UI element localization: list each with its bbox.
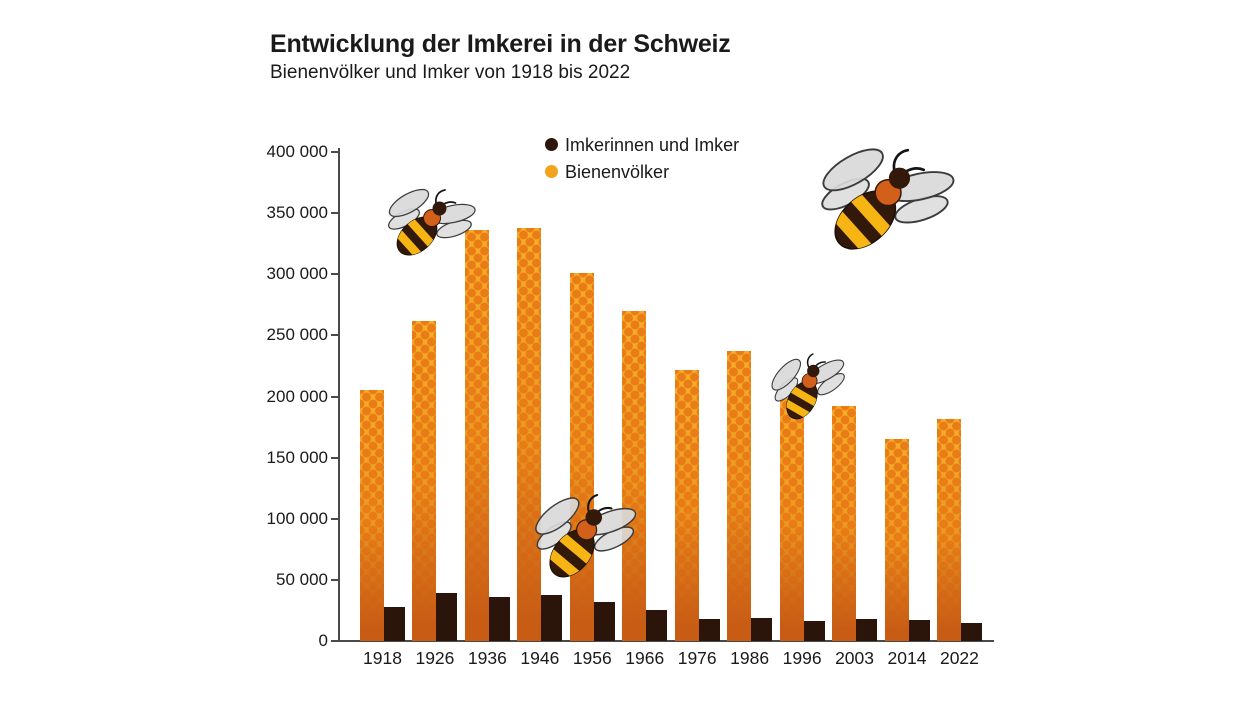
bar-group [727,351,773,641]
bar-imker [384,607,405,641]
x-axis-tick-label: 1936 [467,648,507,668]
bar-group [569,273,615,641]
bar-imker [751,618,773,641]
y-axis-tick [331,395,339,398]
bar-bienenvoelker [464,230,489,641]
x-axis-tick-label: 1926 [415,648,455,668]
x-axis-tick-label: 1966 [625,648,665,668]
bar-bienenvoelker [569,273,594,641]
bar-imker [908,620,930,641]
y-axis [338,148,340,642]
legend-item-bienenvoelker: Bienenvölker [545,158,739,185]
x-axis-tick-label: 2014 [887,648,927,668]
bar-imker [856,619,878,641]
y-axis-tick [331,212,339,215]
y-axis-tick [331,151,339,154]
y-axis-tick [331,273,339,276]
bar-imker [593,602,615,641]
x-axis-tick-label: 1946 [520,648,560,668]
x-axis-tick-label: 1956 [572,648,612,668]
bar-group [360,390,405,641]
y-axis-tick-label: 200 000 [266,386,328,406]
bar-imker [436,593,458,641]
y-axis-tick-label: 350 000 [266,203,328,223]
y-axis-tick-label: 0 [318,630,328,650]
y-axis-tick-label: 300 000 [266,264,328,284]
x-axis-tick-label: 1996 [782,648,822,668]
bar-imker [803,621,825,641]
y-axis-tick [331,639,339,642]
bar-bienenvoelker [832,406,857,641]
bar-group [464,230,510,641]
legend-label-bienenvoelker: Bienenvölker [565,161,670,182]
y-axis-tick [331,334,339,337]
page-title: Entwicklung der Imkerei in der Schweiz [270,30,731,58]
bar-group [412,321,458,641]
bar-bienenvoelker [412,321,437,641]
bar-group [884,439,930,641]
bar-group [832,406,878,641]
page-subtitle: Bienenvölker und Imker von 1918 bis 2022 [270,62,631,83]
legend-item-imker: Imkerinnen und Imker [545,131,739,158]
bar-group [517,228,563,641]
bar-bienenvoelker [622,311,647,641]
bar-bienenvoelker [727,351,752,641]
legend-label-imker: Imkerinnen und Imker [565,134,740,155]
legend-dot-bienenvoelker [545,165,558,178]
bar-imker [488,597,510,641]
y-axis-tick [331,517,339,520]
bar-group [779,398,825,641]
x-axis-tick-label: 2022 [939,648,979,668]
bar-bienenvoelker [936,419,961,641]
x-axis-tick-label: 1986 [730,648,770,668]
bar-group [936,419,982,641]
x-axis [338,640,994,642]
bar-group [622,311,668,641]
plot-area [340,152,995,641]
x-axis-tick-label: 1918 [363,648,402,668]
y-axis-tick-label: 400 000 [266,142,328,162]
bar-imker [646,610,668,641]
bar-bienenvoelker [517,228,542,641]
bar-imker [698,619,720,641]
y-axis-tick [331,456,339,459]
y-axis-tick [331,578,339,581]
bar-bienenvoelker [360,390,384,641]
x-axis-tick-label: 2003 [835,648,875,668]
y-axis-tick-label: 50 000 [276,569,328,589]
bar-imker [960,623,982,641]
legend-dot-imker [545,138,558,151]
y-axis-tick-label: 100 000 [266,508,328,528]
bar-imker [541,595,563,641]
bar-bienenvoelker [779,398,804,641]
y-axis-tick-label: 250 000 [266,325,328,345]
legend: Imkerinnen und Imker Bienenvölker [545,131,739,185]
bar-group [674,370,720,641]
y-axis-tick-label: 150 000 [266,447,328,467]
bar-bienenvoelker [674,370,699,641]
bar-bienenvoelker [884,439,909,641]
x-axis-tick-label: 1976 [677,648,717,668]
